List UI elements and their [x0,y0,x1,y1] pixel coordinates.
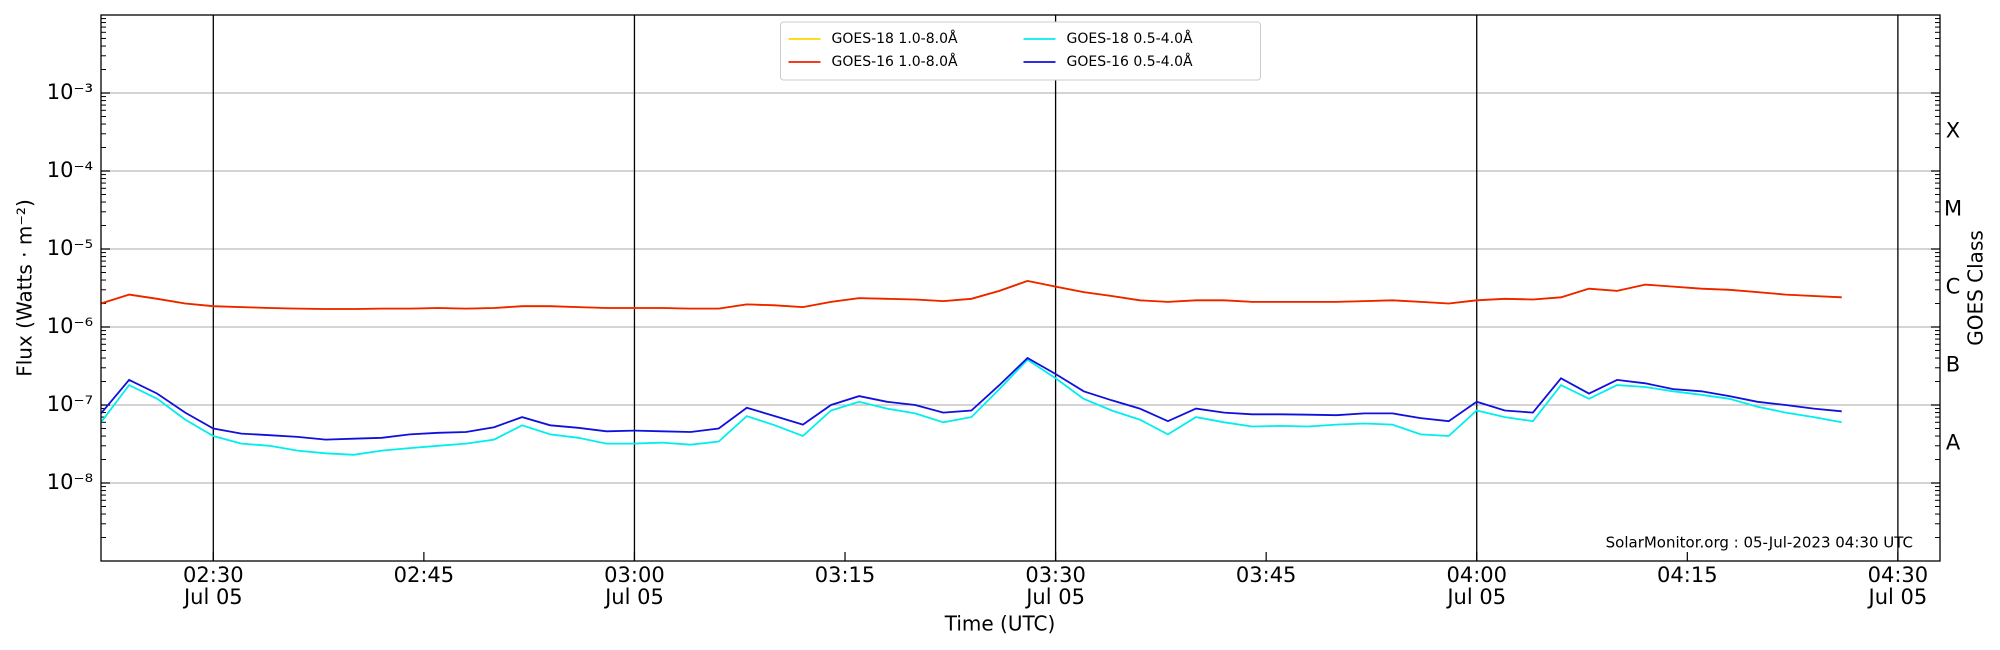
x-tick-sublabel: Jul 05 [1867,585,1928,609]
y-tick-label: 10⁻⁶ [47,314,93,338]
series-line [100,356,1842,441]
legend-box [780,21,1261,81]
y-tick-label: 10⁻⁵ [47,236,93,260]
y2-tick-label: B [1946,353,1960,377]
series-line [100,279,1842,310]
annotation: SolarMonitor.org : 05-Jul-2023 04:30 UTC [1606,534,1913,552]
y-axis-label: Flux (Watts · m⁻²) [13,199,37,377]
y-tick-label: 10⁻⁸ [47,470,93,494]
x-tick-label: 04:15 [1657,563,1718,587]
series-line [100,358,1842,456]
legend-label: GOES-18 1.0-8.0Å [832,30,958,47]
x-tick-sublabel: Jul 05 [603,585,664,609]
x-axis-label: Time (UTC) [944,612,1056,636]
x-tick-label: 04:30 [1868,563,1929,587]
legend-label: GOES-18 0.5-4.0Å [1067,30,1193,47]
y2-tick-label: M [1944,197,1962,221]
y-tick-label: 10⁻³ [47,80,93,104]
y2-tick-label: X [1946,119,1960,143]
x-tick-label: 03:30 [1025,563,1086,587]
x-tick-label: 03:15 [815,563,876,587]
y-tick-label: 10⁻⁷ [47,392,93,416]
y2-tick-label: C [1946,275,1961,299]
x-tick-label: 02:45 [394,563,455,587]
y2-axis-label: GOES Class [1964,230,1988,346]
x-tick-label: 03:00 [604,563,665,587]
x-tick-sublabel: Jul 05 [1445,585,1506,609]
legend-label: GOES-16 0.5-4.0Å [1067,53,1193,70]
x-tick-sublabel: Jul 05 [1024,585,1085,609]
x-tick-label: 04:00 [1446,563,1507,587]
series-line [100,279,1842,310]
y-tick-label: 10⁻⁴ [47,158,93,182]
plot-frame [100,14,1941,562]
x-tick-sublabel: Jul 05 [182,585,243,609]
x-tick-label: 02:30 [183,563,244,587]
legend-label: GOES-16 1.0-8.0Å [832,53,958,70]
legend: GOES-18 1.0-8.0Å GOES-16 1.0-8.0Å GOES-18 … [780,21,1261,81]
x-tick-label: 03:45 [1236,563,1297,587]
y2-tick-label: A [1946,431,1961,455]
